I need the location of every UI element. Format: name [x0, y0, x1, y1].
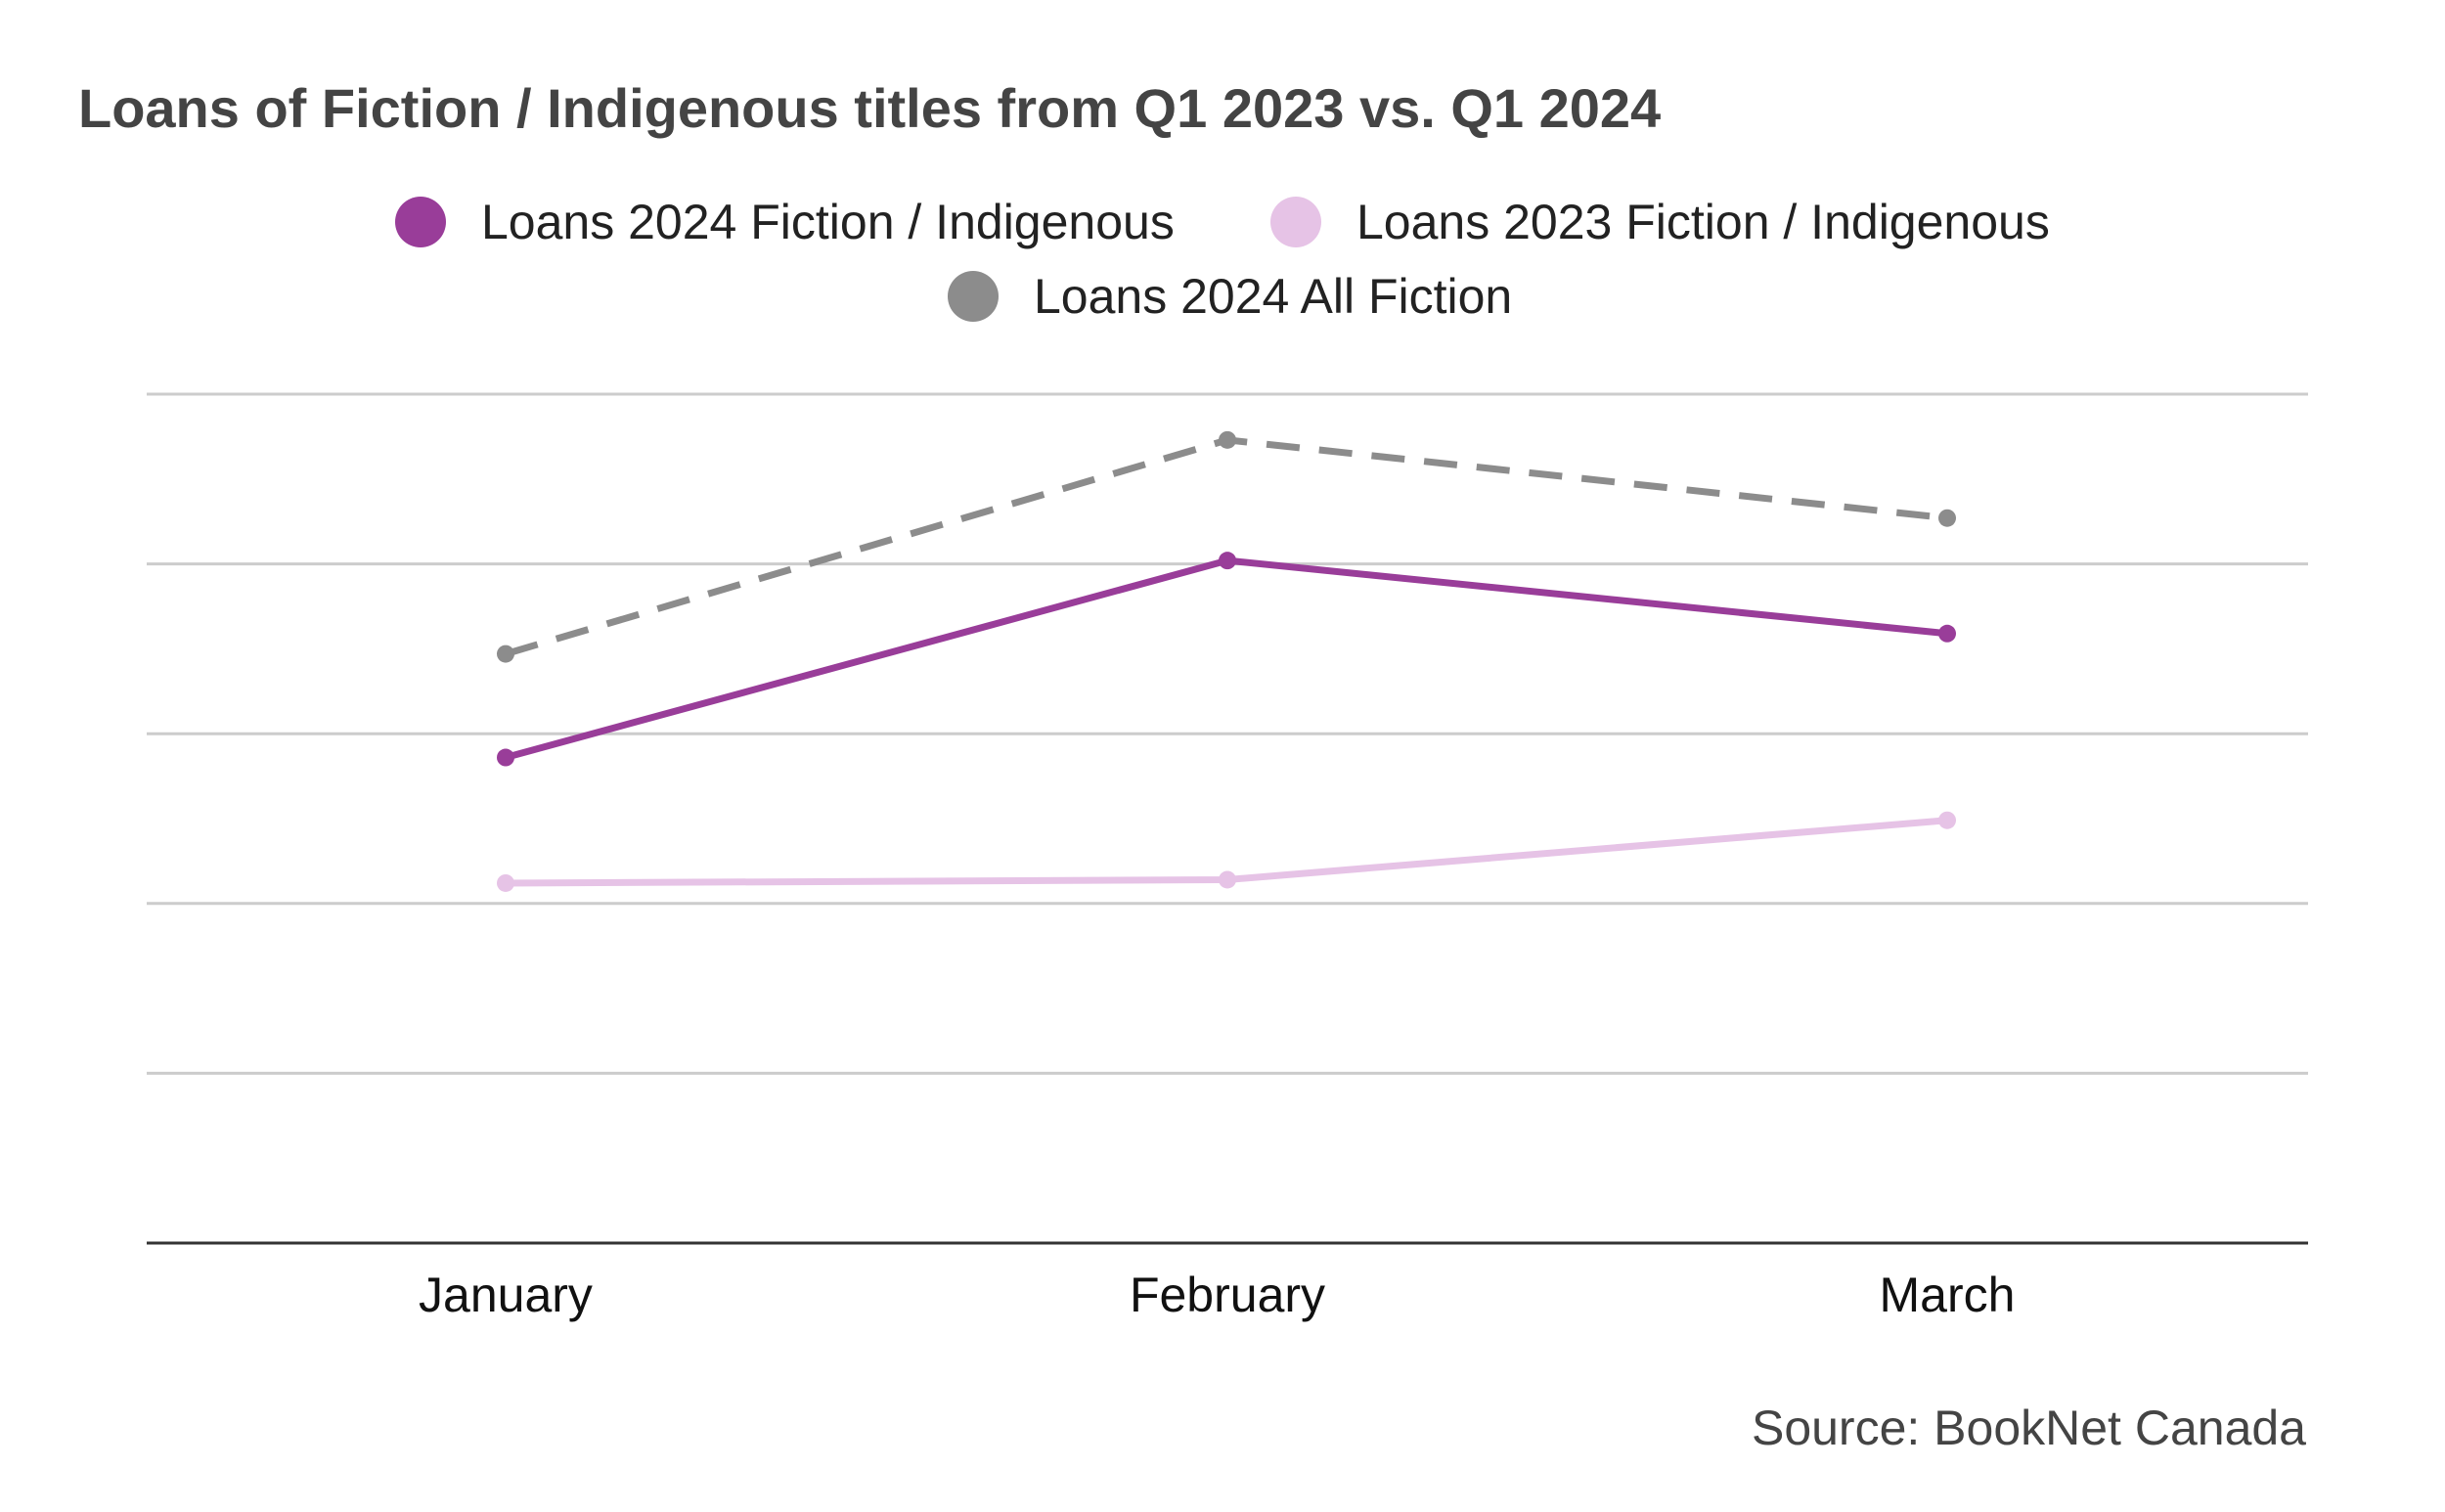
series-2 — [497, 430, 1956, 663]
data-point — [1938, 624, 1956, 643]
data-point — [1938, 509, 1956, 527]
data-point — [1219, 552, 1236, 570]
legend-marker — [948, 271, 999, 322]
x-tick-label: February — [1130, 1267, 1325, 1322]
series-1 — [497, 811, 1956, 892]
legend-marker — [1270, 197, 1321, 247]
data-point — [1219, 870, 1236, 889]
legend-item: Loans 2024 All Fiction — [948, 269, 1512, 324]
source-label: Source: BookNet Canada — [1752, 1401, 2306, 1455]
data-point — [1219, 430, 1236, 449]
data-point — [497, 645, 514, 663]
series-line — [505, 436, 1948, 657]
legend-label: Loans 2024 Fiction / Indigenous — [481, 195, 1175, 249]
series-0 — [497, 552, 1956, 767]
legend-label: Loans 2024 All Fiction — [1034, 269, 1512, 324]
legend: Loans 2024 Fiction / Indigenous Loans 202… — [395, 195, 2050, 324]
data-point — [497, 873, 514, 892]
data-point — [1938, 811, 1956, 829]
legend-item: Loans 2023 Fiction / Indigenous — [1270, 195, 2050, 249]
x-axis-tick-labels: January February March — [419, 1267, 2015, 1322]
x-tick-label: March — [1880, 1267, 2016, 1322]
series-layer — [497, 430, 1956, 892]
legend-item: Loans 2024 Fiction / Indigenous — [395, 195, 1175, 249]
gridlines — [147, 392, 2308, 1075]
data-point — [497, 748, 514, 767]
chart-title: Loans of Fiction / Indigenous titles fro… — [78, 77, 1661, 139]
legend-marker — [395, 197, 446, 247]
legend-label: Loans 2023 Fiction / Indigenous — [1356, 195, 2050, 249]
x-tick-label: January — [419, 1267, 593, 1322]
